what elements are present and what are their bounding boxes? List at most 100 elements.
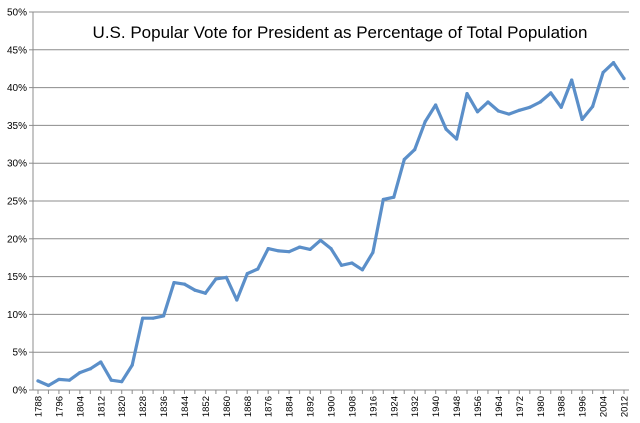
data-point xyxy=(549,91,553,95)
data-point xyxy=(465,92,469,96)
y-tick-label: 45% xyxy=(7,45,27,56)
data-point xyxy=(57,377,61,382)
x-tick-label: 1908 xyxy=(347,396,358,417)
x-tick-label: 1916 xyxy=(368,396,379,417)
x-tick-label: 1892 xyxy=(306,396,317,417)
data-point xyxy=(161,314,166,318)
x-tick-label: 1868 xyxy=(243,396,254,417)
y-tick-label: 15% xyxy=(7,272,27,283)
chart-title: U.S. Popular Vote for President as Perce… xyxy=(93,23,588,42)
data-point xyxy=(277,249,281,253)
data-point xyxy=(203,291,208,295)
data-point xyxy=(266,247,270,251)
data-point xyxy=(339,263,344,267)
data-point xyxy=(245,271,249,276)
data-point xyxy=(392,195,396,199)
data-point xyxy=(444,127,448,131)
x-tick-label: 1948 xyxy=(452,396,463,417)
x-tick-label: 1932 xyxy=(410,396,421,417)
data-point xyxy=(580,117,584,121)
x-tick-label: 2004 xyxy=(599,396,610,417)
x-tick-label: 1900 xyxy=(327,396,338,417)
data-point xyxy=(256,267,260,271)
y-tick-label: 10% xyxy=(7,310,27,321)
x-tick-label: 1972 xyxy=(515,396,526,417)
axes xyxy=(29,11,629,394)
data-point xyxy=(67,378,71,382)
x-tick-label: 1956 xyxy=(473,396,484,417)
data-point xyxy=(538,100,542,104)
y-tick-labels: 0% 5% 10% 15% 20% 25% 30% 35% 40% 45% 50% xyxy=(7,8,27,397)
data-point xyxy=(172,281,176,285)
data-point xyxy=(371,250,375,255)
data-point xyxy=(454,137,459,141)
x-tick-label: 1796 xyxy=(54,396,65,417)
data-point xyxy=(475,110,480,114)
data-point xyxy=(517,108,521,112)
x-tick-labels: 1788 1796 1804 1812 1820 1828 1836 1844 1852 1860… xyxy=(34,396,631,417)
data-point xyxy=(287,250,291,254)
x-tick-label: 2012 xyxy=(620,396,631,417)
data-point xyxy=(360,268,364,272)
data-point xyxy=(36,379,40,383)
data-point xyxy=(235,298,239,302)
data-point xyxy=(214,277,218,281)
series xyxy=(36,61,626,388)
data-point xyxy=(611,61,616,65)
x-tick-label: 1884 xyxy=(285,396,296,417)
y-tick-label: 25% xyxy=(7,197,27,208)
x-tick-label: 1836 xyxy=(159,396,170,417)
data-point xyxy=(120,380,124,384)
data-point xyxy=(601,70,605,75)
data-point xyxy=(413,147,417,152)
data-point xyxy=(591,104,595,109)
x-tick-label: 1828 xyxy=(138,396,149,417)
data-point xyxy=(318,238,323,242)
y-tick-label: 40% xyxy=(7,83,27,94)
x-tick-label: 1804 xyxy=(75,396,86,417)
gridlines xyxy=(33,11,629,353)
data-point xyxy=(622,76,626,81)
y-tick-label: 20% xyxy=(7,234,27,245)
data-point xyxy=(570,78,574,82)
data-point xyxy=(434,103,438,107)
data-point xyxy=(559,105,563,109)
y-tick-label: 30% xyxy=(7,159,27,170)
y-tick-label: 35% xyxy=(7,121,27,132)
data-point xyxy=(193,288,197,292)
x-tick-label: 1788 xyxy=(34,396,45,417)
data-point xyxy=(298,245,302,249)
x-tick-label: 1940 xyxy=(431,396,442,417)
x-tick-label: 1852 xyxy=(201,396,212,417)
x-tick-label: 1876 xyxy=(264,396,275,417)
data-point xyxy=(486,100,490,104)
data-point xyxy=(99,360,103,364)
data-point xyxy=(141,316,145,320)
data-point xyxy=(528,105,532,109)
data-point xyxy=(308,247,312,251)
data-point xyxy=(130,363,134,367)
x-tick-label: 1820 xyxy=(117,396,128,417)
data-point xyxy=(88,367,92,371)
x-tick-label: 1844 xyxy=(180,396,191,417)
data-point xyxy=(151,316,155,320)
data-point xyxy=(78,371,82,375)
data-point xyxy=(507,112,511,116)
x-tick-label: 1980 xyxy=(536,396,547,417)
data-point xyxy=(496,109,501,113)
data-point xyxy=(381,197,385,202)
y-tick-label: 50% xyxy=(7,8,27,19)
x-tick-label: 1860 xyxy=(222,396,233,417)
data-point xyxy=(224,275,228,279)
x-tick-label: 1988 xyxy=(557,396,568,417)
x-tick-label: 1964 xyxy=(494,396,505,417)
y-tick-label: 0% xyxy=(13,386,28,397)
data-point xyxy=(350,261,354,265)
x-tick-label: 1924 xyxy=(389,396,400,417)
x-tick-label: 1996 xyxy=(578,396,589,417)
data-point xyxy=(46,383,51,388)
data-point xyxy=(402,157,406,162)
data-point xyxy=(423,120,427,124)
